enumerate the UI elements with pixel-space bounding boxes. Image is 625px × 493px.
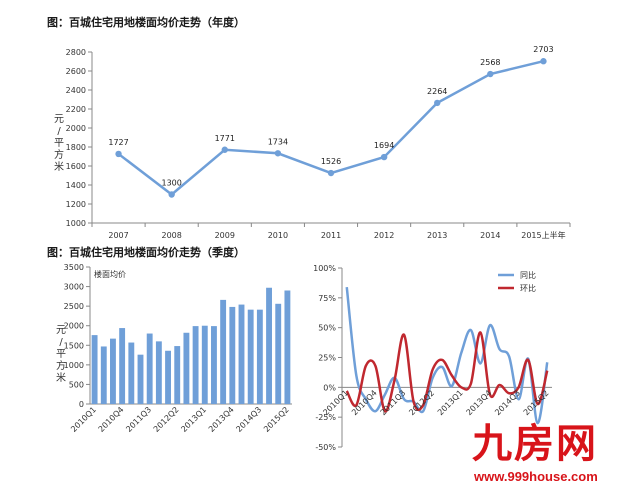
data-label: 1771	[215, 134, 235, 143]
quarter-bar	[183, 332, 190, 404]
legend-label: 环比	[520, 283, 536, 293]
y-tick-label: 2400	[66, 86, 86, 95]
quarter-bar	[137, 354, 144, 404]
y-tick-label: 1400	[66, 181, 86, 190]
quarter-bar	[284, 290, 291, 404]
y-tick-label: 1200	[66, 200, 86, 209]
y-tick-label: 2800	[66, 48, 86, 57]
x-tick-label: 2013Q4	[465, 388, 494, 417]
y-tick-label: 100%	[313, 264, 336, 273]
data-point	[274, 150, 282, 157]
mom-change-line	[345, 331, 549, 413]
legend-label: 楼面均价	[94, 269, 126, 279]
quarter-bar	[220, 299, 227, 404]
y-tick-label: 2200	[66, 105, 86, 114]
quarter-bar	[211, 326, 217, 404]
quarter-bar	[229, 306, 236, 404]
data-point	[434, 99, 441, 107]
x-tick-label: 2011	[321, 231, 341, 240]
y-tick-label: -50%	[315, 443, 336, 452]
data-label: 1694	[374, 141, 394, 150]
x-tick-label: 2007	[108, 231, 128, 240]
quarter-bar	[165, 350, 171, 404]
quarterly-chart-title: 图：百城住宅用地楼面均价走势（季度）	[47, 246, 245, 259]
quarter-bar	[119, 328, 126, 404]
quarter-bar	[238, 304, 245, 404]
quarter-bar	[247, 309, 254, 404]
data-point	[168, 191, 175, 198]
y-tick-label: 3000	[64, 283, 84, 292]
quarter-bar	[201, 325, 208, 404]
y-tick-label: 1000	[66, 219, 86, 228]
y-axis-title: 平	[56, 349, 66, 360]
y-tick-label: 2600	[66, 67, 86, 76]
x-tick-label: 2010Q4	[350, 388, 379, 417]
x-tick-label: 2014	[480, 231, 500, 240]
data-point	[540, 58, 547, 65]
x-tick-label: 2012	[374, 231, 394, 240]
x-tick-label: 2008	[161, 231, 181, 240]
y-axis-title: 元	[56, 325, 66, 336]
legend-label: 同比	[520, 270, 536, 280]
quarter-bar	[266, 287, 272, 404]
annual-chart-title: 图：百城住宅用地楼面均价走势（年度）	[47, 16, 245, 29]
y-tick-label: 2500	[64, 302, 84, 311]
y-tick-label: 500	[69, 380, 84, 389]
x-tick-label: 2010	[268, 231, 288, 240]
y-axis-title: 米	[56, 371, 66, 384]
y-tick-label: 2000	[66, 124, 86, 133]
quarter-bar	[192, 326, 199, 404]
y-tick-label: 1000	[64, 361, 84, 370]
data-label: 1300	[161, 179, 181, 188]
watermark-url: www.999house.com	[474, 469, 598, 484]
quarter-bar	[100, 346, 107, 404]
data-label: 1727	[108, 138, 128, 147]
data-point	[221, 146, 228, 153]
y-tick-label: 0	[79, 400, 84, 409]
data-label: 1734	[268, 137, 288, 146]
quarter-bar	[275, 303, 282, 404]
y-axis-title: /	[57, 126, 61, 137]
y-tick-label: 1800	[66, 143, 86, 152]
data-label: 2264	[427, 87, 447, 96]
quarter-bar	[91, 335, 98, 404]
quarter-bar	[256, 309, 263, 404]
x-tick-label: 2015上半年	[521, 230, 565, 240]
y-axis-title: 方	[56, 359, 66, 372]
data-label: 1526	[321, 157, 341, 166]
watermark-logo: 九房网	[472, 421, 598, 467]
y-axis-title: 平	[54, 138, 64, 149]
data-label: 2703	[533, 45, 553, 54]
quarter-bar	[128, 342, 135, 404]
x-tick-label: 2013	[427, 231, 447, 240]
y-axis-title: 米	[54, 160, 64, 173]
x-tick-label: 2013Q1	[436, 388, 465, 417]
y-axis-title: /	[59, 337, 63, 348]
y-tick-label: 1600	[66, 162, 86, 171]
quarter-bar	[155, 341, 162, 404]
quarter-bar	[146, 333, 153, 404]
x-tick-label: 2009	[215, 231, 235, 240]
y-tick-label: -25%	[315, 413, 336, 422]
quarter-bar	[174, 346, 181, 404]
data-point	[380, 153, 388, 161]
y-tick-label: 3500	[64, 263, 84, 272]
data-point	[487, 70, 494, 78]
y-tick-label: 75%	[318, 294, 336, 303]
data-point	[115, 150, 122, 158]
y-tick-label: 25%	[318, 354, 336, 363]
y-tick-label: 50%	[318, 324, 336, 333]
data-label: 2568	[480, 58, 500, 67]
y-axis-title: 元	[54, 114, 64, 125]
y-tick-label: 1500	[64, 341, 84, 350]
y-tick-label: 0%	[323, 383, 336, 392]
data-point	[327, 169, 335, 177]
quarter-bar	[110, 338, 116, 404]
y-tick-label: 2000	[64, 322, 84, 331]
y-axis-title: 方	[54, 148, 64, 161]
